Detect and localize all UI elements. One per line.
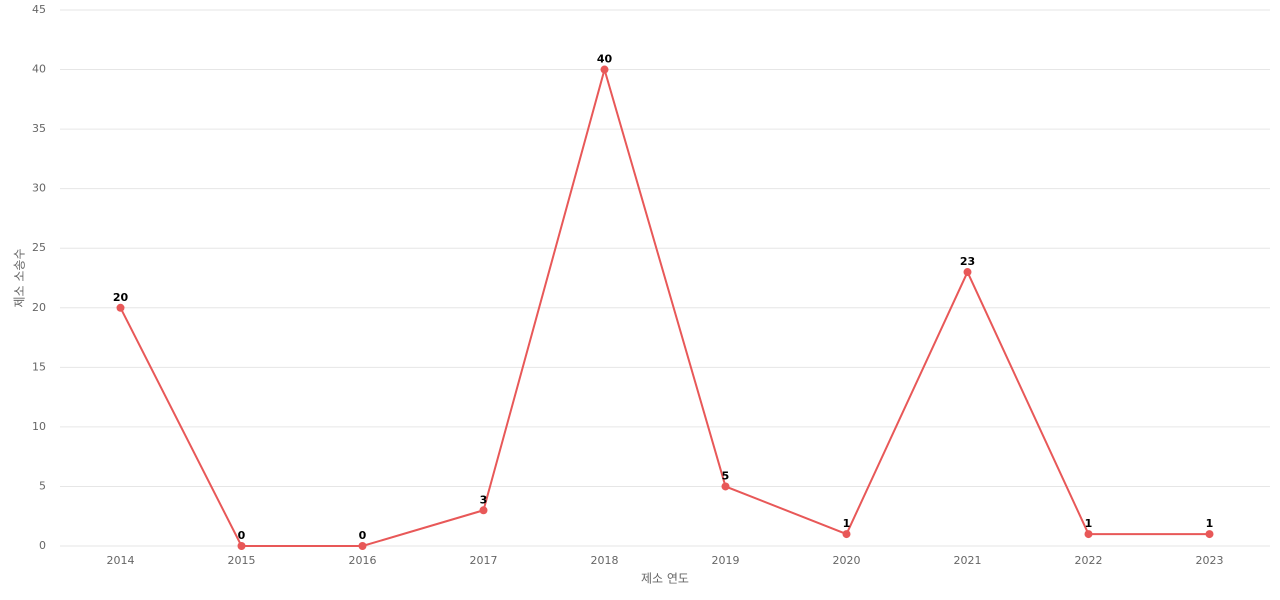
point xyxy=(1205,530,1214,539)
point xyxy=(358,542,367,550)
data-label: 40 xyxy=(597,53,613,66)
y-tick-label: 15 xyxy=(32,360,46,373)
x-tick-label: 2023 xyxy=(1196,554,1224,567)
point xyxy=(842,530,851,539)
x-tick-label: 2016 xyxy=(349,554,377,567)
point xyxy=(237,542,246,550)
data-label: 1 xyxy=(1206,517,1214,530)
y-tick-label: 45 xyxy=(32,3,46,16)
y-tick-label: 35 xyxy=(32,122,46,135)
point xyxy=(1084,530,1093,539)
point xyxy=(600,65,609,74)
y-tick-label: 10 xyxy=(32,420,46,433)
y-tick-label: 30 xyxy=(32,182,46,195)
x-tick-label: 2018 xyxy=(591,554,619,567)
x-tick-label: 2019 xyxy=(712,554,740,567)
x-tick-label: 2015 xyxy=(228,554,256,567)
x-tick-label: 2022 xyxy=(1075,554,1103,567)
y-tick-label: 25 xyxy=(32,241,46,254)
data-label: 0 xyxy=(238,529,246,542)
x-tick-label: 2021 xyxy=(954,554,982,567)
point xyxy=(721,482,730,491)
data-label: 1 xyxy=(1085,517,1093,530)
point xyxy=(963,268,972,277)
x-tick-label: 2020 xyxy=(833,554,861,567)
x-axis-label: 제소 연도 xyxy=(641,572,689,586)
point xyxy=(116,303,125,312)
data-label: 5 xyxy=(722,469,730,482)
point xyxy=(479,506,488,515)
y-axis-label: 제소 소송수 xyxy=(13,248,27,307)
y-tick-label: 5 xyxy=(39,479,46,492)
data-label: 3 xyxy=(480,493,488,506)
y-tick-label: 40 xyxy=(32,63,46,76)
line xyxy=(119,65,1210,547)
data-label: 23 xyxy=(960,255,975,268)
x-tick-label: 2017 xyxy=(470,554,498,567)
data-label: 20 xyxy=(113,291,129,304)
data-label: 0 xyxy=(359,529,367,542)
y-tick-label: 0 xyxy=(39,539,46,552)
data-label: 1 xyxy=(843,517,851,530)
y-tick-label: 20 xyxy=(32,301,46,314)
x-tick-label: 2014 xyxy=(107,554,135,567)
